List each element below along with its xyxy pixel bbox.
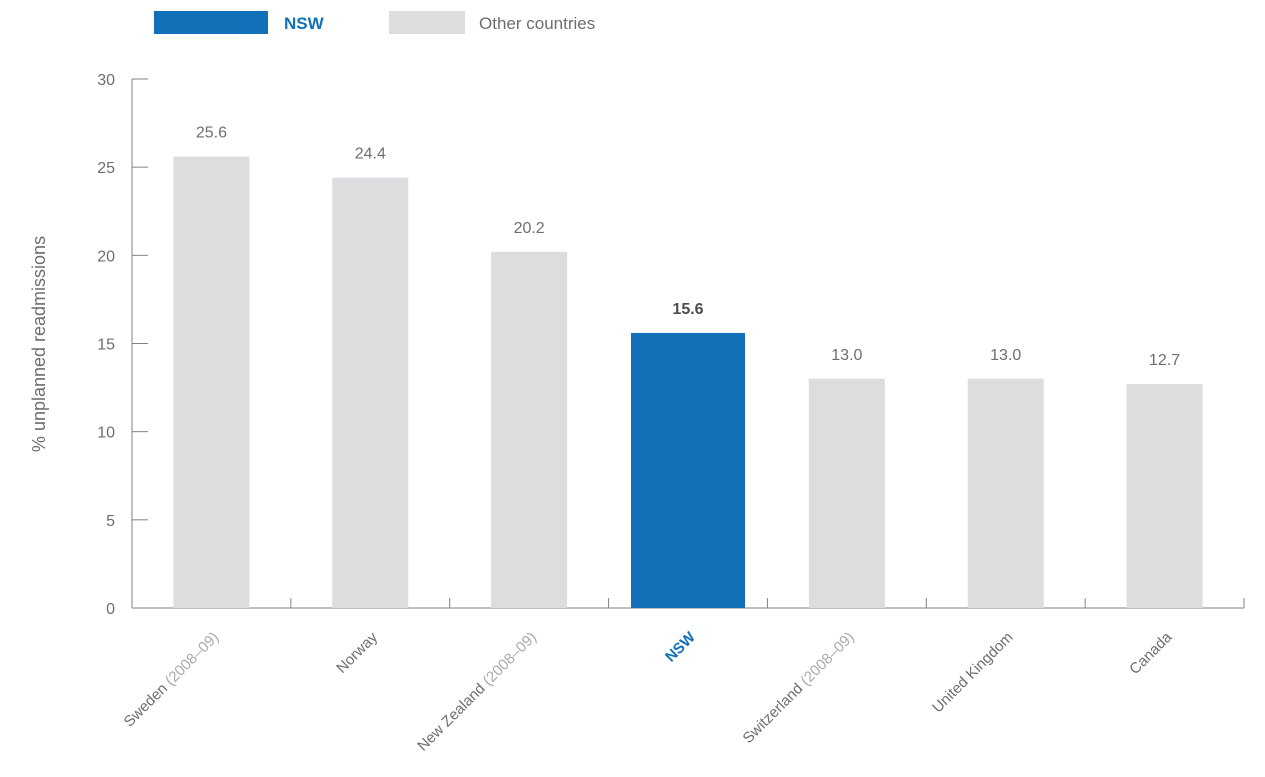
- category-label: Norway: [333, 628, 381, 676]
- value-label: 13.0: [990, 347, 1021, 364]
- bar-new-zealand: [491, 251, 568, 608]
- value-label: 13.0: [831, 347, 862, 364]
- category-label: Sweden (2008–09): [121, 629, 223, 731]
- value-label: 25.6: [196, 125, 227, 142]
- category-label: United Kingdom: [929, 629, 1016, 716]
- y-tick-label: 25: [97, 160, 115, 177]
- category-label: New Zealand (2008–09): [414, 629, 540, 755]
- y-tick-label: 5: [106, 513, 115, 530]
- legend-swatch-other: [389, 11, 465, 34]
- category-label: Switzerland (2008–09): [740, 629, 858, 747]
- bar-norway: [332, 177, 409, 608]
- value-label: 24.4: [355, 146, 386, 163]
- legend-label-other: Other countries: [479, 14, 595, 33]
- y-tick-label: 15: [97, 337, 115, 354]
- legend-swatch-nsw: [154, 11, 268, 34]
- category-label: NSW: [662, 628, 699, 665]
- y-axis: 0 5 10 15 20 25 30: [97, 72, 148, 618]
- y-tick-label: 30: [97, 72, 115, 89]
- value-label: 15.6: [672, 301, 703, 318]
- value-label: 20.2: [514, 220, 545, 237]
- bars: [173, 156, 1203, 608]
- bar-nsw: [631, 332, 745, 608]
- value-label: 12.7: [1149, 352, 1180, 369]
- bar-canada: [1126, 384, 1203, 608]
- legend-label-nsw: NSW: [284, 14, 325, 33]
- y-tick-label: 20: [97, 248, 115, 265]
- y-tick-label: 10: [97, 425, 115, 442]
- bar-united-kingdom: [967, 378, 1044, 608]
- bar-switzerland: [808, 378, 885, 608]
- value-labels: 25.6 24.4 20.2 15.6 13.0 13.0 12.7: [196, 125, 1180, 369]
- category-label: Canada: [1126, 628, 1176, 678]
- y-tick-label: 0: [106, 601, 115, 618]
- bar-sweden: [173, 156, 250, 608]
- category-labels: Sweden (2008–09) Norway New Zealand (2008–…: [121, 628, 1176, 754]
- legend: NSW Other countries: [154, 11, 595, 34]
- y-axis-title: % unplanned readmissions: [29, 236, 49, 452]
